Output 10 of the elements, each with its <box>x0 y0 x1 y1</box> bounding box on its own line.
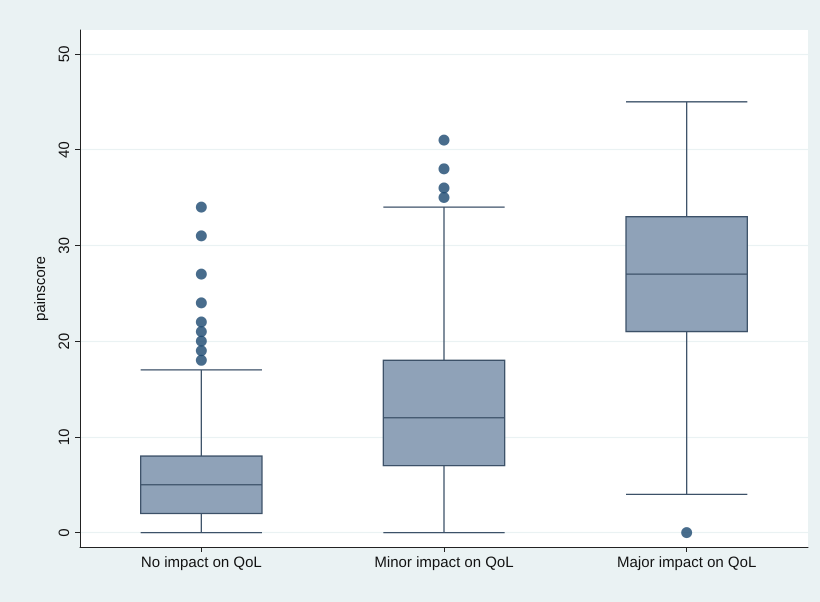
y-tick-label: 20 <box>56 332 73 350</box>
y-tick-label: 40 <box>56 141 73 158</box>
x-tick-label: No impact on QoL <box>140 554 262 571</box>
y-axis-title: painscore <box>32 256 49 322</box>
y-tick-label: 10 <box>56 428 73 446</box>
y-tick-label: 0 <box>56 528 73 537</box>
x-tick-label: Major impact on QoL <box>617 554 756 571</box>
y-tick-label: 30 <box>56 237 73 254</box>
y-tick-label: 50 <box>56 46 73 62</box>
x-tick-label: Minor impact on QoL <box>374 554 514 571</box>
